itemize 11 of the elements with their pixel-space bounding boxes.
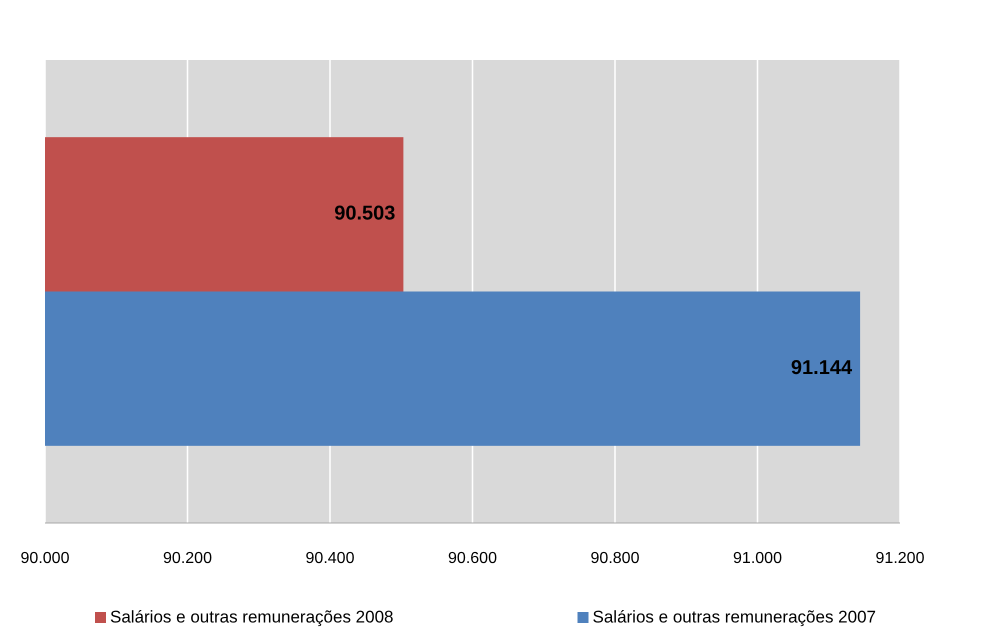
data-label: 91.144 [790,356,853,379]
x-tick-label: 90.200 [163,550,212,567]
x-tick-label: 90.600 [448,550,498,567]
data-label: 90.503 [334,202,396,225]
x-tick-label: 90.000 [20,550,70,567]
x-tick-label: 91.200 [876,550,925,567]
x-tick-label: 91.000 [733,550,782,567]
x-tick-label: 90.800 [590,550,640,567]
x-tick-label: 90.400 [306,550,355,567]
legend-label: Salários e outras remunerações 2008 [110,607,394,626]
legend-label: Salários e outras remunerações 2007 [592,607,876,626]
